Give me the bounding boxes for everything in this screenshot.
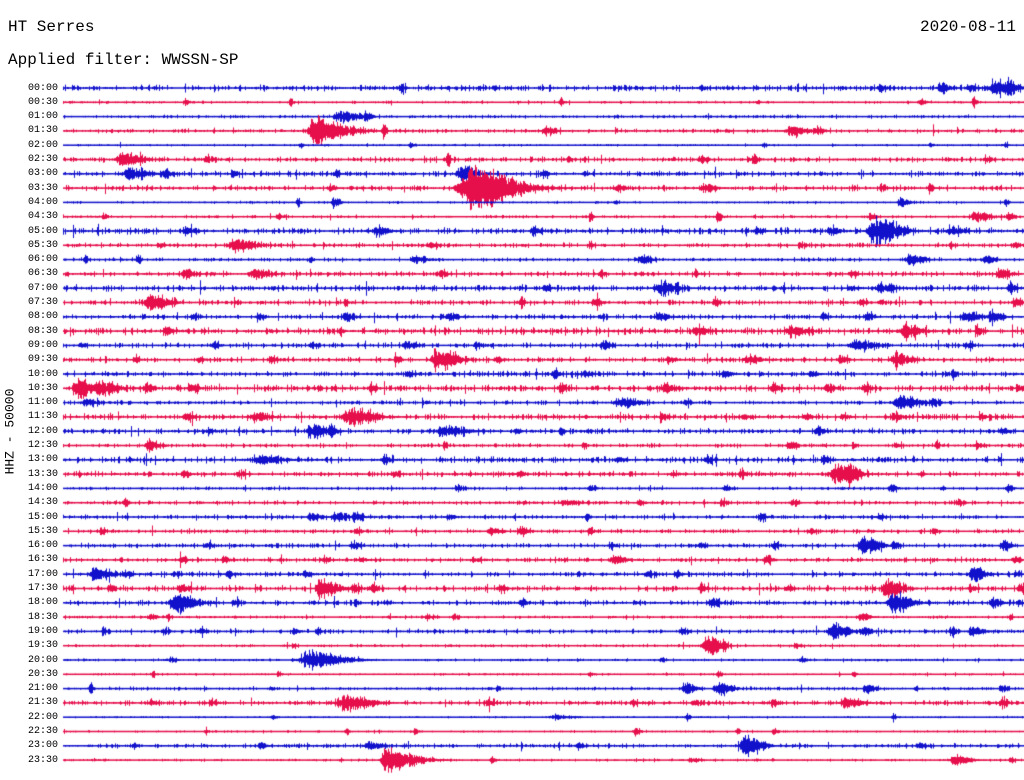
time-label: 17:30	[27, 583, 58, 594]
time-label: 20:30	[27, 668, 58, 680]
time-label: 09:30	[27, 354, 58, 366]
time-label: 07:00	[27, 282, 58, 294]
time-label: 07:30	[27, 297, 58, 308]
time-label: 04:00	[27, 196, 58, 208]
time-label: 06:30	[27, 268, 58, 280]
time-label: 11:30	[27, 411, 58, 423]
time-label: 12:00	[27, 425, 58, 437]
time-label: 22:30	[27, 726, 58, 737]
time-label: 17:00	[27, 568, 58, 580]
time-label: 23:00	[27, 740, 58, 752]
time-label: 02:00	[27, 139, 58, 151]
time-label: 15:00	[27, 511, 58, 523]
time-label: 19:00	[27, 625, 58, 637]
time-label: 19:30	[27, 640, 58, 652]
time-label: 08:30	[27, 325, 58, 337]
station-name: HT Serres	[8, 18, 95, 36]
time-label: 10:30	[27, 382, 58, 394]
time-label: 12:30	[27, 440, 58, 451]
time-label: 00:30	[27, 96, 58, 108]
time-label: 01:30	[27, 125, 58, 137]
time-label: 09:00	[27, 339, 58, 351]
applied-filter-label: Applied filter: WWSSN-SP	[8, 51, 239, 69]
time-label: 05:30	[27, 239, 58, 251]
time-label: 13:30	[27, 468, 58, 480]
time-label: 21:00	[27, 683, 58, 695]
time-label: 05:00	[27, 225, 58, 237]
time-label: 14:00	[27, 482, 58, 494]
time-label: 21:30	[27, 697, 58, 709]
time-label: 03:00	[27, 168, 58, 180]
time-label: 10:00	[27, 368, 58, 380]
time-label: 06:00	[27, 254, 58, 266]
time-label: 15:30	[27, 525, 58, 537]
time-label: 22:00	[27, 711, 58, 723]
time-label: 14:30	[27, 497, 58, 509]
time-label: 01:00	[27, 111, 58, 123]
time-label: 23:30	[27, 754, 58, 766]
date-label: 2020-08-11	[919, 18, 1016, 36]
time-label: 02:30	[27, 154, 58, 165]
time-label: 18:00	[27, 597, 58, 609]
time-label: 04:30	[27, 211, 58, 223]
time-label: 00:00	[27, 82, 58, 94]
time-label: 03:30	[27, 182, 58, 194]
time-label: 18:30	[27, 611, 58, 623]
time-label: 11:00	[27, 397, 58, 409]
time-label: 08:00	[27, 311, 58, 323]
time-label: 16:30	[27, 554, 58, 566]
time-label: 13:00	[27, 454, 58, 466]
time-label: 16:00	[27, 540, 58, 552]
time-label: 20:00	[27, 654, 58, 666]
